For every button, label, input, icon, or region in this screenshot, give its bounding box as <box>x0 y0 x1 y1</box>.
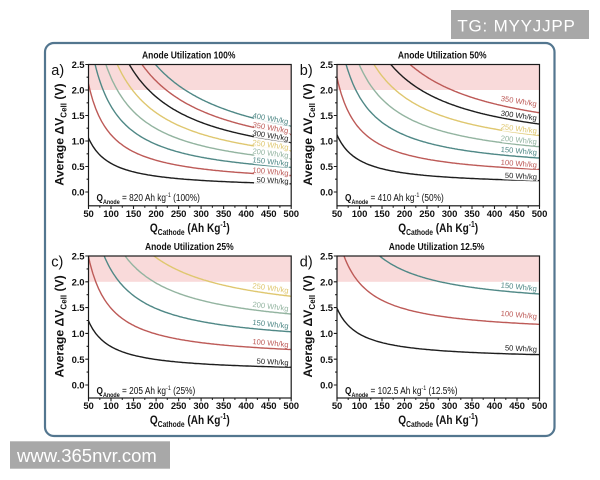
svg-text:2.0: 2.0 <box>72 86 85 97</box>
svg-text:2.5: 2.5 <box>72 60 86 71</box>
svg-text:150: 150 <box>126 401 142 412</box>
svg-text:c): c) <box>51 255 63 271</box>
svg-text:450: 450 <box>509 401 525 412</box>
svg-text:450: 450 <box>509 209 525 220</box>
svg-text:400: 400 <box>487 401 503 412</box>
svg-text:300: 300 <box>442 209 458 220</box>
svg-text:450: 450 <box>261 401 277 412</box>
svg-text:1.0: 1.0 <box>320 137 333 148</box>
svg-text:50 Wh/kg: 50 Wh/kg <box>505 171 538 182</box>
svg-text:Average ΔVCell (V): Average ΔVCell (V) <box>301 83 317 185</box>
svg-text:Anode Utilization 100%: Anode Utilization 100% <box>142 50 235 61</box>
svg-text:50 Wh/kg: 50 Wh/kg <box>256 175 289 186</box>
svg-text:200 Wh/kg: 200 Wh/kg <box>252 300 289 313</box>
svg-text:100: 100 <box>103 401 119 412</box>
svg-text:0.5: 0.5 <box>72 355 86 366</box>
svg-text:400: 400 <box>238 209 254 220</box>
svg-text:1.5: 1.5 <box>320 303 334 314</box>
svg-text:500: 500 <box>532 209 548 220</box>
svg-text:2.5: 2.5 <box>320 60 334 71</box>
svg-text:100: 100 <box>352 401 368 412</box>
svg-text:1.5: 1.5 <box>320 111 334 122</box>
svg-text:100: 100 <box>352 209 368 220</box>
svg-text:500: 500 <box>532 401 548 412</box>
svg-text:Average ΔVCell (V): Average ΔVCell (V) <box>53 83 69 185</box>
svg-text:250: 250 <box>171 209 187 220</box>
svg-text:www.365nvr.com: www.365nvr.com <box>16 445 157 466</box>
svg-text:QAnode = 820 Ah kg-1 (100%): QAnode = 820 Ah kg-1 (100%) <box>97 192 200 206</box>
svg-text:Average ΔVCell (V): Average ΔVCell (V) <box>301 275 317 377</box>
svg-text:2.0: 2.0 <box>320 86 333 97</box>
svg-text:0.5: 0.5 <box>320 355 334 366</box>
svg-text:b): b) <box>300 63 313 79</box>
svg-text:150: 150 <box>374 401 390 412</box>
svg-text:50: 50 <box>83 209 93 220</box>
svg-text:0.5: 0.5 <box>320 162 334 173</box>
svg-text:200: 200 <box>397 209 413 220</box>
svg-text:400: 400 <box>238 401 254 412</box>
svg-text:1.0: 1.0 <box>72 329 85 340</box>
svg-text:Anode Utilization 25%: Anode Utilization 25% <box>145 241 234 252</box>
svg-text:0.0: 0.0 <box>72 188 85 199</box>
svg-text:350: 350 <box>216 209 232 220</box>
svg-text:0.0: 0.0 <box>72 381 85 392</box>
svg-text:100 Wh/kg: 100 Wh/kg <box>500 309 537 321</box>
svg-text:2.0: 2.0 <box>72 277 85 288</box>
svg-text:250: 250 <box>419 401 435 412</box>
svg-text:QAnode = 410 Ah kg-1 (50%): QAnode = 410 Ah kg-1 (50%) <box>345 192 444 206</box>
svg-text:350: 350 <box>464 401 480 412</box>
svg-text:d): d) <box>300 255 313 271</box>
svg-text:0.0: 0.0 <box>320 188 333 199</box>
svg-text:2.0: 2.0 <box>320 277 333 288</box>
svg-text:200: 200 <box>148 401 164 412</box>
svg-text:50 Wh/kg: 50 Wh/kg <box>256 357 289 368</box>
svg-text:a): a) <box>51 63 64 79</box>
svg-text:500: 500 <box>283 401 299 412</box>
svg-text:250: 250 <box>171 401 187 412</box>
svg-text:50: 50 <box>332 209 342 220</box>
svg-text:Average ΔVCell (V): Average ΔVCell (V) <box>53 275 69 377</box>
svg-text:400: 400 <box>487 209 503 220</box>
svg-text:1.0: 1.0 <box>72 137 85 148</box>
svg-text:100 Wh/kg: 100 Wh/kg <box>500 158 537 170</box>
svg-text:150 Wh/kg: 150 Wh/kg <box>252 318 289 331</box>
svg-text:0.0: 0.0 <box>320 381 333 392</box>
svg-text:100: 100 <box>103 209 119 220</box>
svg-text:50: 50 <box>83 401 93 412</box>
svg-text:2.5: 2.5 <box>72 252 86 263</box>
svg-text:300: 300 <box>193 209 209 220</box>
svg-text:QAnode = 205 Ah kg-1 (25%): QAnode = 205 Ah kg-1 (25%) <box>97 385 196 399</box>
svg-text:1.0: 1.0 <box>320 329 333 340</box>
svg-text:100 Wh/kg: 100 Wh/kg <box>252 166 289 178</box>
svg-text:300: 300 <box>193 401 209 412</box>
svg-text:TG: MYYJJPP: TG: MYYJJPP <box>457 17 575 36</box>
svg-text:150: 150 <box>126 209 142 220</box>
svg-text:1.5: 1.5 <box>72 303 86 314</box>
svg-text:350: 350 <box>216 401 232 412</box>
svg-text:100 Wh/kg: 100 Wh/kg <box>252 337 289 349</box>
svg-text:250 Wh/kg: 250 Wh/kg <box>500 122 537 135</box>
svg-text:2.5: 2.5 <box>320 252 334 263</box>
svg-text:500: 500 <box>283 209 299 220</box>
svg-text:350: 350 <box>464 209 480 220</box>
svg-text:0.5: 0.5 <box>72 162 86 173</box>
svg-text:150 Wh/kg: 150 Wh/kg <box>500 145 537 157</box>
svg-text:300: 300 <box>442 401 458 412</box>
svg-text:Anode Utilization 12.5%: Anode Utilization 12.5% <box>389 241 485 252</box>
svg-text:200: 200 <box>397 401 413 412</box>
svg-text:200 Wh/kg: 200 Wh/kg <box>500 134 537 147</box>
svg-text:200: 200 <box>148 209 164 220</box>
svg-text:50: 50 <box>332 401 342 412</box>
svg-text:Anode Utilization 50%: Anode Utilization 50% <box>398 50 487 61</box>
svg-text:50 Wh/kg: 50 Wh/kg <box>505 343 537 353</box>
svg-text:250: 250 <box>419 209 435 220</box>
svg-text:QAnode = 102.5 Ah kg-1 (12.5%): QAnode = 102.5 Ah kg-1 (12.5%) <box>345 385 458 399</box>
svg-text:1.5: 1.5 <box>72 111 86 122</box>
svg-text:150: 150 <box>374 209 390 220</box>
svg-text:450: 450 <box>261 209 277 220</box>
svg-text:150 Wh/kg: 150 Wh/kg <box>500 281 537 294</box>
